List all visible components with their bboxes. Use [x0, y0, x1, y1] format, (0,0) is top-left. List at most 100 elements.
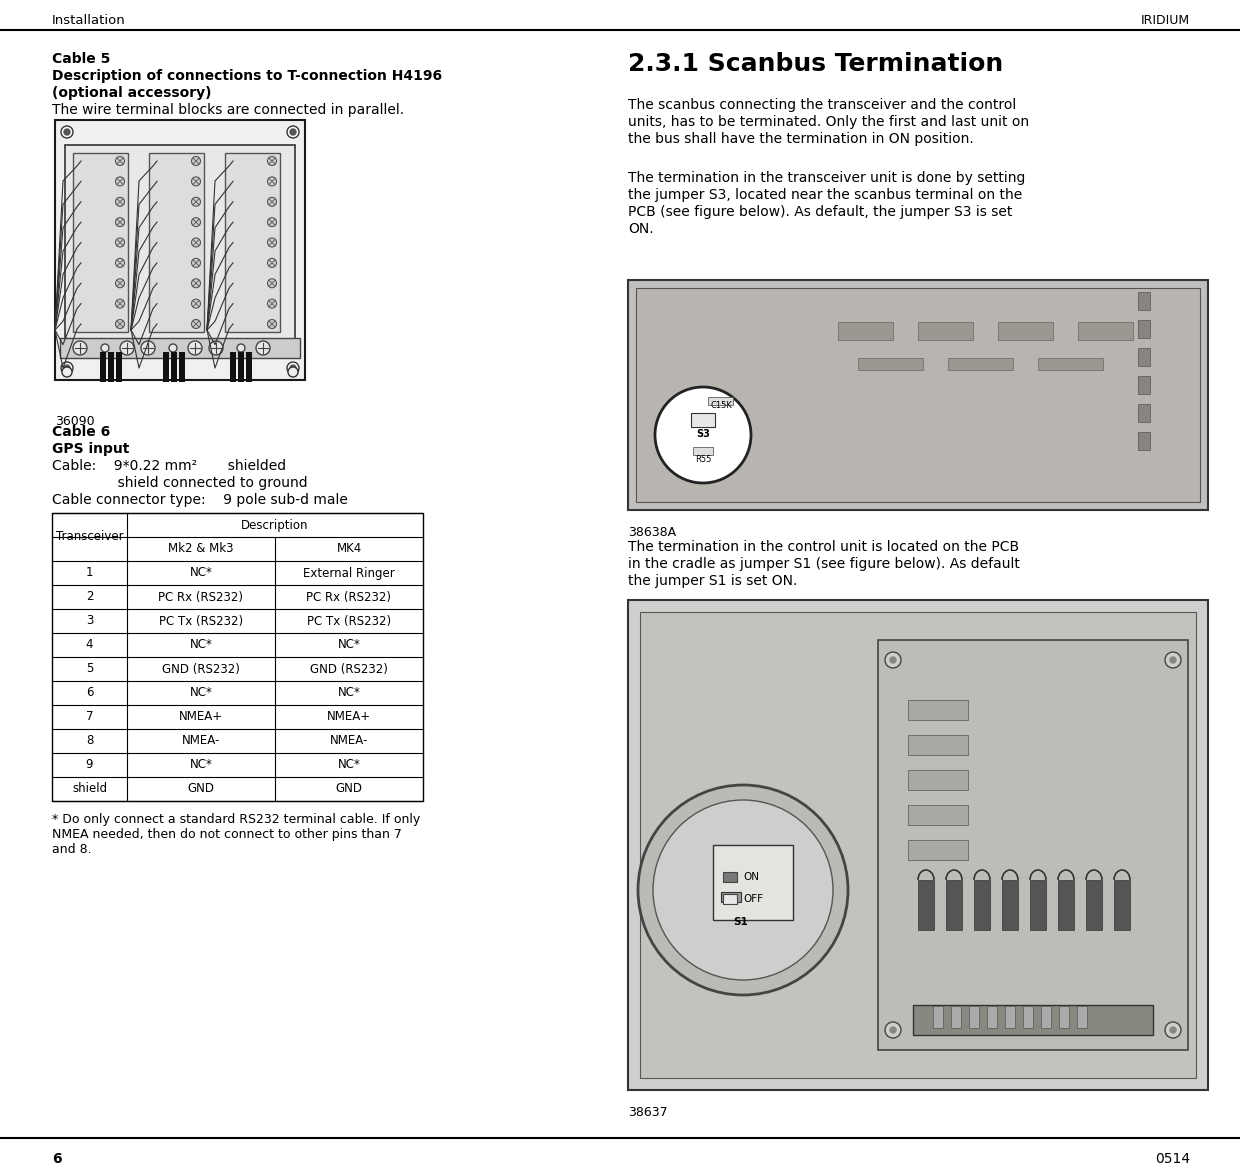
- Bar: [998, 322, 1053, 340]
- Circle shape: [890, 1027, 897, 1033]
- Text: 5: 5: [86, 662, 93, 675]
- Bar: [224, 153, 280, 332]
- Circle shape: [73, 341, 87, 355]
- Text: 3: 3: [86, 614, 93, 627]
- Bar: [179, 352, 185, 382]
- Text: PC Rx (RS232): PC Rx (RS232): [306, 591, 392, 604]
- Circle shape: [115, 320, 124, 328]
- Circle shape: [1171, 1027, 1176, 1033]
- Text: Cable connector type:    9 pole sub-d male: Cable connector type: 9 pole sub-d male: [52, 493, 348, 507]
- Text: S1: S1: [733, 917, 748, 927]
- Circle shape: [62, 367, 72, 377]
- Bar: [908, 700, 968, 719]
- Bar: [1138, 320, 1149, 338]
- Text: The scanbus connecting the transceiver and the control: The scanbus connecting the transceiver a…: [627, 98, 1017, 112]
- Bar: [878, 640, 1188, 1050]
- Text: Mk2 & Mk3: Mk2 & Mk3: [169, 542, 234, 556]
- Bar: [1002, 880, 1018, 930]
- Circle shape: [120, 341, 134, 355]
- Circle shape: [64, 128, 69, 135]
- Bar: [640, 612, 1197, 1078]
- Text: PC Tx (RS232): PC Tx (RS232): [159, 614, 243, 627]
- Text: OFF: OFF: [743, 894, 763, 904]
- Bar: [60, 338, 300, 359]
- Bar: [838, 322, 893, 340]
- Circle shape: [268, 176, 277, 186]
- Circle shape: [64, 364, 69, 371]
- Text: 6: 6: [86, 687, 93, 700]
- Text: NMEA+: NMEA+: [327, 710, 371, 723]
- Bar: [1030, 880, 1047, 930]
- Bar: [987, 1006, 997, 1028]
- Text: The termination in the control unit is located on the PCB: The termination in the control unit is l…: [627, 540, 1019, 554]
- Text: C15K: C15K: [711, 401, 732, 410]
- Text: GND: GND: [187, 783, 215, 795]
- Circle shape: [191, 320, 201, 328]
- Text: 38637: 38637: [627, 1106, 667, 1119]
- Circle shape: [268, 279, 277, 287]
- Text: GND: GND: [336, 783, 362, 795]
- Circle shape: [191, 197, 201, 207]
- Bar: [1078, 1006, 1087, 1028]
- Circle shape: [115, 279, 124, 287]
- Bar: [162, 352, 169, 382]
- Text: 9: 9: [86, 758, 93, 772]
- Circle shape: [115, 258, 124, 267]
- Bar: [858, 359, 923, 370]
- Circle shape: [268, 197, 277, 207]
- Text: 4: 4: [86, 639, 93, 652]
- Bar: [973, 880, 990, 930]
- Bar: [908, 840, 968, 860]
- Text: (optional accessory): (optional accessory): [52, 86, 212, 100]
- Text: NC*: NC*: [337, 687, 361, 700]
- Bar: [1023, 1006, 1033, 1028]
- Text: NMEA needed, then do not connect to other pins than 7: NMEA needed, then do not connect to othe…: [52, 828, 402, 841]
- Circle shape: [188, 341, 202, 355]
- Circle shape: [286, 126, 299, 138]
- Circle shape: [115, 217, 124, 227]
- Text: in the cradle as jumper S1 (see figure below). As default: in the cradle as jumper S1 (see figure b…: [627, 557, 1019, 571]
- Text: Installation: Installation: [52, 14, 125, 27]
- Circle shape: [191, 238, 201, 246]
- Bar: [913, 1004, 1153, 1035]
- Circle shape: [191, 279, 201, 287]
- Circle shape: [268, 238, 277, 246]
- Bar: [1114, 880, 1130, 930]
- Text: shield connected to ground: shield connected to ground: [52, 477, 308, 491]
- Circle shape: [1171, 656, 1176, 663]
- Bar: [723, 894, 737, 904]
- Circle shape: [255, 341, 270, 355]
- Text: GND (RS232): GND (RS232): [162, 662, 239, 675]
- Circle shape: [191, 258, 201, 267]
- Bar: [1042, 1006, 1052, 1028]
- Bar: [918, 322, 973, 340]
- Text: NMEA-: NMEA-: [182, 735, 221, 748]
- Text: PC Rx (RS232): PC Rx (RS232): [159, 591, 243, 604]
- Text: Cable:    9*0.22 mm²       shielded: Cable: 9*0.22 mm² shielded: [52, 459, 286, 473]
- Bar: [108, 352, 114, 382]
- Text: GPS input: GPS input: [52, 442, 129, 456]
- Bar: [636, 288, 1200, 502]
- Bar: [908, 770, 968, 790]
- Bar: [723, 872, 737, 882]
- Text: shield: shield: [72, 783, 107, 795]
- Text: GND (RS232): GND (RS232): [310, 662, 388, 675]
- Circle shape: [268, 217, 277, 227]
- Text: NC*: NC*: [190, 758, 212, 772]
- Bar: [693, 447, 713, 456]
- Text: PC Tx (RS232): PC Tx (RS232): [308, 614, 391, 627]
- Text: External Ringer: External Ringer: [303, 566, 394, 579]
- Bar: [951, 1006, 961, 1028]
- Circle shape: [115, 176, 124, 186]
- Text: S3: S3: [696, 429, 711, 439]
- Bar: [100, 352, 105, 382]
- Bar: [238, 352, 244, 382]
- Text: The termination in the transceiver unit is done by setting: The termination in the transceiver unit …: [627, 171, 1025, 185]
- Text: ON.: ON.: [627, 222, 653, 236]
- Bar: [627, 600, 1208, 1090]
- Bar: [229, 352, 236, 382]
- Text: 2.3.1 Scanbus Termination: 2.3.1 Scanbus Termination: [627, 53, 1003, 76]
- Circle shape: [268, 299, 277, 308]
- Bar: [73, 153, 128, 332]
- Text: Transceiver: Transceiver: [56, 530, 123, 543]
